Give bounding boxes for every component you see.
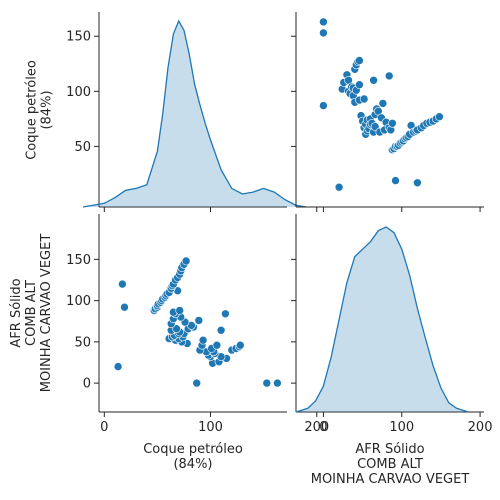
x-tick-label-left: 100: [198, 420, 223, 435]
scatter-point-tr: [334, 182, 344, 192]
scatter-point-bl: [221, 309, 230, 319]
kde-coque-fill: [83, 21, 307, 207]
y-tick-label-top: 150: [66, 30, 91, 45]
y-tick-label-bottom: 0: [83, 377, 91, 392]
scatter-point-bl: [216, 325, 226, 335]
panel-top-right: [295, 12, 484, 208]
axis-label-line: Coque petróleo: [143, 442, 243, 457]
scatter-point-tr: [319, 28, 328, 38]
x-tick-label-right: 0: [319, 420, 327, 435]
scatter-point-tr: [369, 76, 378, 85]
scatter-point-bl: [192, 378, 201, 388]
scatter-point-bl: [198, 335, 208, 345]
x-axis-label-left: Coque petróleo(84%): [143, 442, 243, 472]
axis-label-line: (84%): [40, 90, 55, 129]
axis-label-line: AFR Sólido: [355, 442, 424, 457]
scatter-point-bl: [120, 302, 129, 312]
kde-afr-line: [295, 226, 469, 413]
axis-label-line: COMB ALT: [24, 280, 39, 346]
y-tick-label-top: 100: [66, 85, 91, 100]
y-tick-label-bottom: 50: [74, 335, 91, 350]
y-axis-label-bottom: AFR Sólido COMB ALT MOINHA CARVAO VEGET: [9, 234, 54, 393]
scatter-point-tr: [319, 101, 328, 110]
y-tick-label-bottom: 150: [66, 253, 91, 268]
scatter-point-tr: [391, 176, 400, 185]
axis-label-line: MOINHA CARVAO VEGET: [311, 472, 470, 487]
scatter-point-tr: [319, 17, 328, 27]
axis-label-line: MOINHA CARVAO VEGET: [39, 234, 54, 393]
scatter-point-bl: [181, 256, 191, 266]
axis-label-line: AFR Sólido: [9, 278, 24, 347]
scatter-point-bl: [175, 306, 184, 315]
axis-label-line: Coque petróleo: [25, 60, 40, 160]
panel-top-left: [82, 12, 307, 208]
scatter-point-tr: [384, 71, 394, 81]
scatter-point-bl: [273, 378, 282, 388]
x-tick-label-right: 200: [468, 420, 493, 435]
kde-coque-line: [82, 19, 307, 208]
scatter-point-tr: [435, 112, 444, 121]
scatter-point-bl: [194, 316, 204, 325]
scatter-point-bl: [113, 362, 123, 371]
panel-bottom-right: [295, 214, 484, 413]
scatter-point-bl: [212, 340, 222, 350]
axis-label-line: COMB ALT: [357, 457, 423, 472]
y-tick-label-bottom: 100: [66, 294, 91, 309]
x-tick-label-right: 100: [389, 420, 414, 435]
scatter-point-tr: [370, 122, 380, 131]
scatter-point-tr: [355, 56, 364, 65]
scatter-point-bl: [262, 378, 272, 388]
scatter-point-bl: [172, 324, 181, 334]
y-axis-label-top: Coque petróleo (84%): [25, 60, 55, 160]
x-tick-label-left: 200: [304, 420, 329, 435]
y-tick-label-top: 50: [74, 140, 91, 155]
scatter-point-tr: [413, 178, 422, 188]
scatter-point-bl: [236, 340, 245, 350]
axis-label-line: (84%): [173, 457, 212, 472]
scatter-point-bl: [118, 279, 127, 289]
scatter-point-tr: [388, 119, 397, 128]
x-tick-label-left: 0: [100, 420, 108, 435]
scatter-point-tr: [355, 80, 364, 89]
panel-bottom-left: [98, 214, 287, 413]
scatter-point-tr: [359, 94, 369, 104]
kde-afr-fill: [296, 227, 469, 412]
scatter-point-tr: [378, 99, 388, 108]
